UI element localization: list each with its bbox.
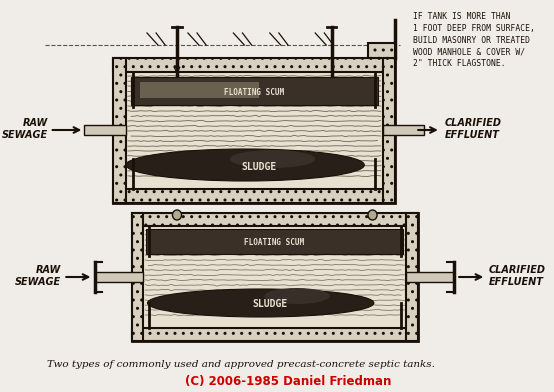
Bar xyxy=(114,189,395,203)
Circle shape xyxy=(172,210,182,220)
Bar xyxy=(406,213,418,341)
Ellipse shape xyxy=(230,150,315,168)
Text: SLUDGE: SLUDGE xyxy=(252,299,288,309)
Text: SLUDGE: SLUDGE xyxy=(241,162,276,172)
Bar xyxy=(382,125,424,135)
Text: RAW
SEWAGE: RAW SEWAGE xyxy=(14,265,60,287)
Bar xyxy=(406,272,454,282)
Bar xyxy=(126,72,382,189)
Bar xyxy=(143,226,406,328)
Bar xyxy=(368,43,395,58)
Text: RAW
SEWAGE: RAW SEWAGE xyxy=(2,118,48,140)
Text: CLARIFIED
EFFLUENT: CLARIFIED EFFLUENT xyxy=(489,265,546,287)
Bar xyxy=(131,213,418,226)
Circle shape xyxy=(368,210,377,220)
Bar xyxy=(131,328,418,341)
Text: FLOATING SCUM: FLOATING SCUM xyxy=(224,87,284,96)
Bar xyxy=(114,58,395,72)
Text: FLOATING SCUM: FLOATING SCUM xyxy=(244,238,304,247)
Bar xyxy=(140,82,259,98)
Text: Two types of commonly used and approved precast-concrete septic tanks.: Two types of commonly used and approved … xyxy=(47,360,435,369)
Ellipse shape xyxy=(126,149,365,181)
Text: CLARIFIED
EFFLUENT: CLARIFIED EFFLUENT xyxy=(444,118,501,140)
Bar xyxy=(114,58,395,203)
Bar xyxy=(114,58,126,203)
Bar xyxy=(131,213,418,341)
Bar xyxy=(131,213,143,341)
Ellipse shape xyxy=(264,288,330,304)
Text: IF TANK IS MORE THAN
1 FOOT DEEP FROM SURFACE,
BUILD MASONRY OR TREATED
WOOD MAN: IF TANK IS MORE THAN 1 FOOT DEEP FROM SU… xyxy=(413,12,535,68)
Ellipse shape xyxy=(147,289,374,317)
Bar xyxy=(131,77,378,105)
Text: (C) 2006-1985 Daniel Friedman: (C) 2006-1985 Daniel Friedman xyxy=(185,375,391,388)
Bar xyxy=(95,272,143,282)
Bar xyxy=(84,125,126,135)
Bar xyxy=(382,58,395,203)
Bar xyxy=(146,229,403,254)
